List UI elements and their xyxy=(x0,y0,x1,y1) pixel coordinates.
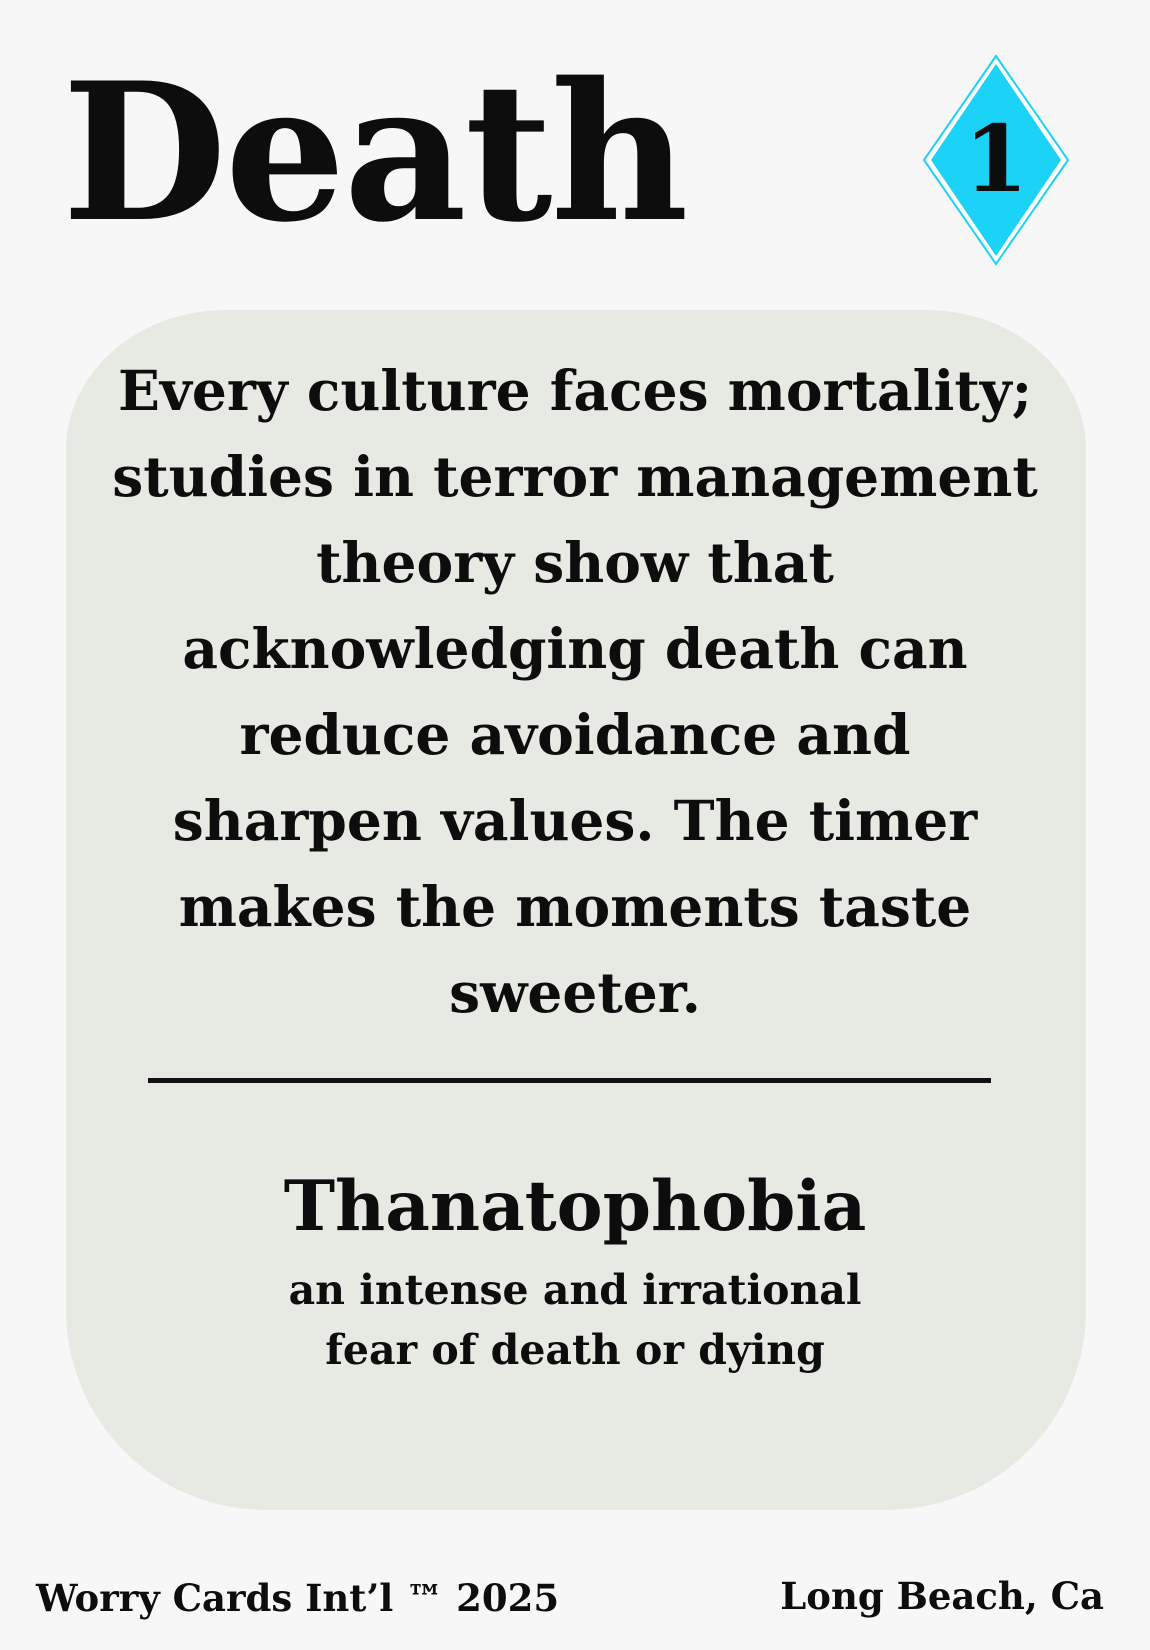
term-heading: Thanatophobia xyxy=(283,1166,867,1247)
content-panel xyxy=(66,310,1086,1510)
card-title: Death xyxy=(62,41,689,264)
divider xyxy=(148,1078,991,1083)
definition-line-2: fear of death or dying xyxy=(325,1326,825,1374)
footer-location: Long Beach, Ca xyxy=(780,1574,1104,1618)
card-number: 1 xyxy=(963,105,1028,213)
number-badge: 1 xyxy=(916,50,1076,280)
footer-publisher: Worry Cards Int’l ™ 2025 xyxy=(36,1576,560,1620)
term-definition: an intense and irrational fear of death … xyxy=(0,1260,1150,1380)
definition-line-1: an intense and irrational xyxy=(288,1266,862,1314)
diamond-icon xyxy=(922,54,1070,266)
card-description: Every culture faces mortality; studies i… xyxy=(112,358,1038,1025)
